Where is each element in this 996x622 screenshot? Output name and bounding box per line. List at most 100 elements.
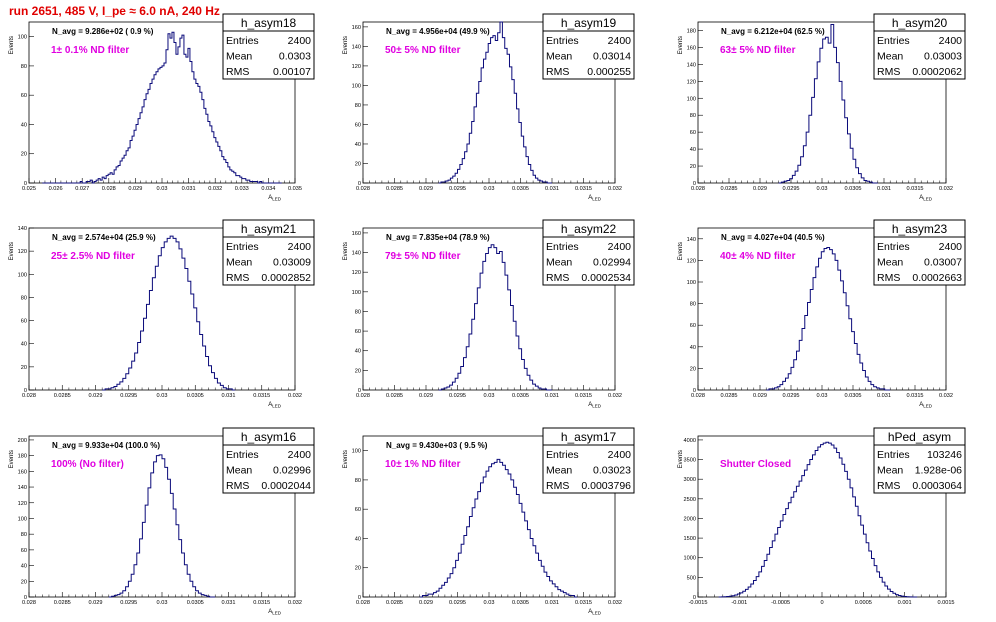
x-tick-label: 0.031 xyxy=(222,393,236,399)
y-tick-label: 180 xyxy=(18,454,27,460)
stats-value: 103246 xyxy=(927,449,962,461)
y-tick-label: 100 xyxy=(687,280,696,286)
x-tick-label: 0.032 xyxy=(208,186,222,192)
y-tick-label: 140 xyxy=(687,237,696,243)
stats-value: 0.03014 xyxy=(593,51,631,63)
histogram-series-h_asym17 xyxy=(419,458,578,598)
x-tick-label: 0.028 xyxy=(22,393,36,399)
y-tick-label: 160 xyxy=(352,25,361,31)
x-tick-label: 0.0305 xyxy=(512,186,529,192)
x-tick-label: 0.028 xyxy=(356,600,370,606)
stats-box xyxy=(873,427,966,494)
x-tick-label: 0.0315 xyxy=(253,600,270,606)
y-tick-label: 2000 xyxy=(684,516,696,522)
x-tick-label: 0.0285 xyxy=(386,186,403,192)
x-tick-label: 0.029 xyxy=(419,186,433,192)
x-tick-label: 0.03 xyxy=(817,393,828,399)
y-tick-label: 0 xyxy=(693,388,696,394)
stats-value: 0.03023 xyxy=(593,465,631,477)
x-tick-label: 0.0295 xyxy=(449,186,466,192)
filter-annotation: 10± 1% ND filter xyxy=(385,459,461,470)
y-tick-label: 160 xyxy=(687,45,696,51)
y-tick-label: 500 xyxy=(687,575,696,581)
x-tick-label: 0.03 xyxy=(484,186,495,192)
stats-label: RMS xyxy=(877,480,900,492)
x-axis-label: ALED xyxy=(588,195,602,202)
y-tick-label: 0 xyxy=(693,181,696,187)
y-tick-label: 100 xyxy=(352,83,361,89)
stats-box xyxy=(873,219,966,286)
y-axis-label: Events xyxy=(678,36,684,54)
x-tick-label: 0.029 xyxy=(89,600,103,606)
x-tick-label: 0.032 xyxy=(608,600,622,606)
x-tick-label: 0.032 xyxy=(939,186,953,192)
x-tick-label: 0.03 xyxy=(157,600,168,606)
y-tick-label: 2500 xyxy=(684,497,696,503)
stats-value: 0.03007 xyxy=(924,257,962,269)
x-tick-label: 0.03 xyxy=(484,393,495,399)
stats-value: 0.0002062 xyxy=(912,66,962,78)
stats-label: RMS xyxy=(546,480,569,492)
stats-label: Mean xyxy=(877,51,903,63)
x-tick-label: 0.029 xyxy=(89,393,103,399)
x-tick-label: 0.031 xyxy=(182,186,196,192)
x-tick-label: 0.029 xyxy=(753,186,767,192)
stats-label: RMS xyxy=(877,272,900,284)
stats-label: Mean xyxy=(546,465,572,477)
x-tick-label: 0.034 xyxy=(261,186,275,192)
x-tick-label: 0.0285 xyxy=(720,393,737,399)
x-tick-label: 0.0285 xyxy=(386,600,403,606)
histogram-panel-h_asym16: 0.028 0.0285 0.029 0.0295 0.03 0.0305 0.031 0.0… xyxy=(9,427,315,616)
n-avg-label: N_avg = 9.933e+04 (100.0 %) xyxy=(52,441,160,450)
y-tick-label: 140 xyxy=(352,44,361,50)
x-tick-label: 0.032 xyxy=(608,393,622,399)
x-tick-label: 0.0285 xyxy=(54,600,71,606)
stats-value: 0.02994 xyxy=(593,257,631,269)
x-tick-label: 0.0285 xyxy=(720,186,737,192)
stats-box xyxy=(542,219,635,286)
y-tick-label: 100 xyxy=(18,35,27,41)
stats-title: h_asym19 xyxy=(561,16,617,30)
stats-title: hPed_asym xyxy=(888,430,951,444)
x-tick-label: 0.0315 xyxy=(906,393,923,399)
histogram-panel-h_asym22: 0.028 0.0285 0.029 0.0295 0.03 0.0305 0.031 0.0… xyxy=(343,219,635,409)
y-axis-label: Events xyxy=(9,242,15,260)
stats-box xyxy=(222,219,315,286)
stats-value: 1.928e-06 xyxy=(915,465,962,477)
stats-label: Entries xyxy=(226,35,259,47)
stats-label: Mean xyxy=(877,465,903,477)
x-tick-label: 0.031 xyxy=(545,393,559,399)
y-tick-label: 60 xyxy=(355,507,361,513)
x-tick-label: 0.03 xyxy=(157,186,168,192)
y-tick-label: 160 xyxy=(352,231,361,237)
histogram-series-h_asym21 xyxy=(102,235,236,391)
y-tick-label: 1500 xyxy=(684,536,696,542)
x-tick-label: 0.026 xyxy=(49,186,63,192)
x-tick-label: 0.0295 xyxy=(782,186,799,192)
y-tick-label: 180 xyxy=(687,28,696,34)
y-axis-label: Events xyxy=(9,36,15,54)
x-tick-label: 0.0295 xyxy=(449,600,466,606)
x-tick-label: 0.0295 xyxy=(120,393,137,399)
stats-title: h_asym20 xyxy=(892,16,948,30)
stats-label: Mean xyxy=(546,51,572,63)
y-tick-label: 4000 xyxy=(684,438,696,444)
stats-label: Entries xyxy=(226,241,259,253)
y-axis-label: Events xyxy=(343,450,349,468)
stats-title: h_asym16 xyxy=(241,430,297,444)
stats-box xyxy=(222,427,315,494)
histogram-panel-hPed_asym: -0.0015 -0.001 -0.0005 0 0.0005 0.001 0.0015 0 5… xyxy=(678,427,966,606)
x-tick-label: 0.031 xyxy=(877,393,891,399)
x-tick-label: 0.0295 xyxy=(120,600,137,606)
y-tick-label: 20 xyxy=(355,566,361,572)
stats-value: 2400 xyxy=(608,35,632,47)
y-tick-label: 40 xyxy=(690,147,696,153)
x-tick-label: 0.03 xyxy=(157,393,168,399)
filter-annotation: 25± 2.5% ND filter xyxy=(51,251,135,262)
stats-label: Entries xyxy=(226,449,259,461)
x-tick-label: 0.032 xyxy=(939,393,953,399)
x-tick-label: 0.027 xyxy=(75,186,89,192)
x-tick-label: 0.0315 xyxy=(575,186,592,192)
y-tick-label: 80 xyxy=(690,302,696,308)
